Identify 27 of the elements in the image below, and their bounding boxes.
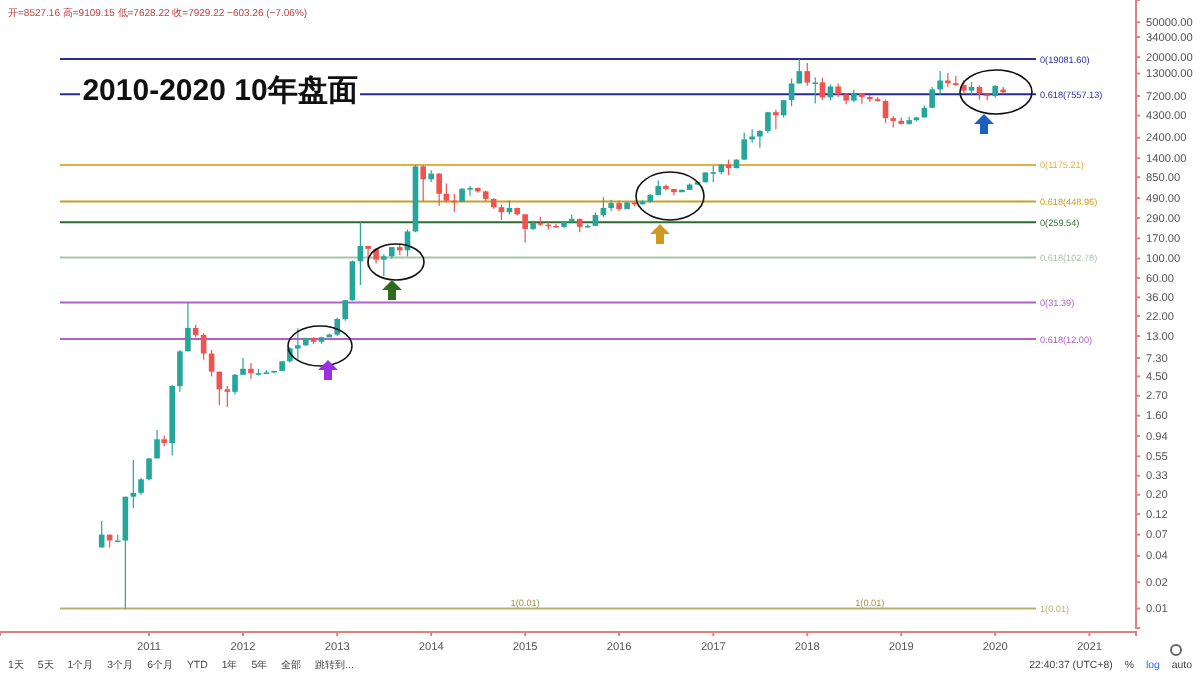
candlestick: [177, 349, 183, 393]
candlestick: [600, 196, 607, 218]
candlestick: [812, 76, 819, 105]
candlestick: [200, 332, 207, 361]
candlestick: [608, 199, 614, 212]
candlestick: [937, 70, 943, 96]
candlestick: [130, 459, 137, 509]
candlestick: [804, 62, 811, 87]
candlestick: [467, 185, 473, 197]
candlestick: [741, 131, 747, 161]
candlestick: [420, 164, 426, 202]
candlestick: [248, 362, 254, 380]
text: 2010-2020 10年盘面: [82, 74, 358, 108]
candlestick: [796, 58, 803, 85]
candlestick: [232, 373, 238, 396]
candlestick: [224, 385, 231, 408]
candlestick: [436, 172, 442, 207]
candlestick: [522, 213, 528, 244]
candlestick: [773, 109, 779, 130]
candlestick: [342, 299, 348, 322]
candlestick: [185, 301, 191, 352]
candlestick: [240, 357, 246, 376]
candlestick: [154, 429, 160, 460]
candlestick: [381, 253, 387, 277]
candlestick: [757, 129, 763, 149]
candlestick: [295, 327, 301, 361]
candlestick: [443, 182, 450, 203]
